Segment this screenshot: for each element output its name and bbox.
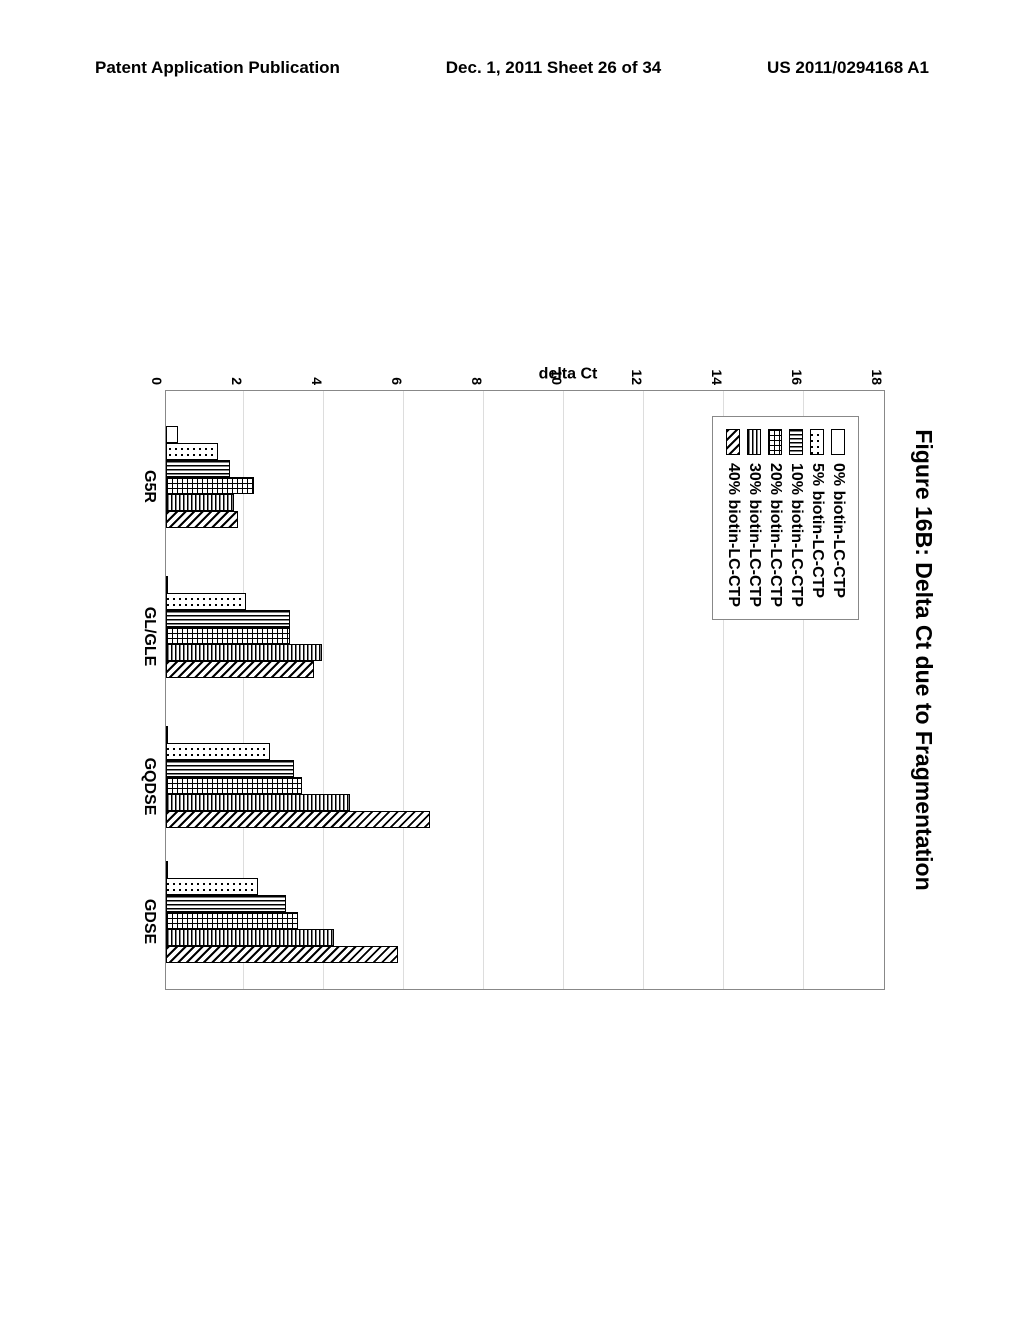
- gridline: [483, 391, 484, 989]
- chart-bar: [166, 610, 290, 627]
- chart-bar: [166, 627, 290, 644]
- legend-item: 5% biotin-LC-CTP: [808, 429, 826, 607]
- legend-label: 30% biotin-LC-CTP: [745, 463, 763, 607]
- gridline: [323, 391, 324, 989]
- y-axis-label: delta Ct: [539, 365, 598, 383]
- chart-bar: [166, 661, 314, 678]
- chart-bar: [166, 861, 168, 878]
- chart-bar: [166, 760, 294, 777]
- legend-swatch: [768, 429, 782, 455]
- chart-bar: [166, 494, 234, 511]
- chart-bar: [166, 644, 322, 661]
- chart-bar: [166, 426, 178, 443]
- legend-label: 10% biotin-LC-CTP: [787, 463, 805, 607]
- header-center: Dec. 1, 2011 Sheet 26 of 34: [446, 58, 661, 78]
- chart-bar: [166, 912, 298, 929]
- chart-title: Figure 16B: Delta Ct due to Fragmentatio…: [910, 330, 937, 990]
- y-tick-label: 4: [309, 359, 325, 385]
- chart-bar: [166, 929, 334, 946]
- y-tick-label: 16: [789, 359, 805, 385]
- chart-bar: [166, 946, 398, 963]
- chart-bar: [166, 878, 258, 895]
- legend-label: 40% biotin-LC-CTP: [724, 463, 742, 607]
- legend-swatch: [789, 429, 803, 455]
- y-tick-label: 8: [469, 359, 485, 385]
- header-right: US 2011/0294168 A1: [767, 58, 929, 78]
- y-tick-label: 18: [869, 359, 885, 385]
- legend-item: 30% biotin-LC-CTP: [745, 429, 763, 607]
- chart-bar: [166, 593, 246, 610]
- chart-legend: 0% biotin-LC-CTP5% biotin-LC-CTP10% biot…: [712, 416, 859, 620]
- gridline: [563, 391, 564, 989]
- chart-bar: [166, 460, 230, 477]
- legend-swatch: [747, 429, 761, 455]
- page-header: Patent Application Publication Dec. 1, 2…: [0, 58, 1024, 78]
- legend-label: 5% biotin-LC-CTP: [808, 463, 826, 598]
- gridline: [403, 391, 404, 989]
- chart-bar: [166, 811, 430, 828]
- legend-swatch: [831, 429, 845, 455]
- y-tick-label: 2: [229, 359, 245, 385]
- y-tick-label: 0: [149, 359, 165, 385]
- chart-bar: [166, 477, 254, 494]
- x-tick-label: GDSE: [140, 849, 158, 994]
- gridline: [643, 391, 644, 989]
- legend-item: 0% biotin-LC-CTP: [829, 429, 847, 607]
- legend-swatch: [726, 429, 740, 455]
- header-left: Patent Application Publication: [95, 58, 340, 78]
- chart-bar: [166, 794, 350, 811]
- legend-item: 20% biotin-LC-CTP: [766, 429, 784, 607]
- legend-item: 10% biotin-LC-CTP: [787, 429, 805, 607]
- chart-bar: [166, 443, 218, 460]
- legend-swatch: [810, 429, 824, 455]
- legend-item: 40% biotin-LC-CTP: [724, 429, 742, 607]
- chart-bar: [166, 777, 302, 794]
- chart-bar: [166, 743, 270, 760]
- legend-label: 20% biotin-LC-CTP: [766, 463, 784, 607]
- y-tick-label: 14: [709, 359, 725, 385]
- y-tick-label: 6: [389, 359, 405, 385]
- chart-bar: [166, 726, 168, 743]
- y-tick-label: 12: [629, 359, 645, 385]
- chart-container: Figure 16B: Delta Ct due to Fragmentatio…: [87, 330, 937, 990]
- y-tick-label: 10: [549, 359, 565, 385]
- chart-bar: [166, 895, 286, 912]
- chart-bar: [166, 511, 238, 528]
- chart-bar: [166, 576, 168, 593]
- plot-area: G5RGL/GLEGQDSEGDSE 0% biotin-LC-CTP5% bi…: [165, 390, 885, 990]
- x-tick-label: G5R: [140, 414, 158, 559]
- legend-label: 0% biotin-LC-CTP: [829, 463, 847, 598]
- x-tick-label: GL/GLE: [140, 564, 158, 709]
- x-tick-label: GQDSE: [140, 714, 158, 859]
